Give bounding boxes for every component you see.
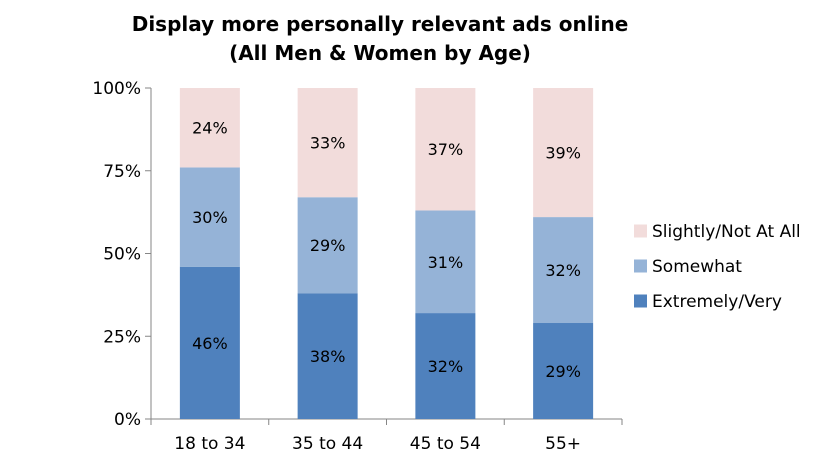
legend-label: Slightly/Not At All (652, 222, 801, 242)
bar-segment-somewhat (415, 210, 476, 314)
data-label: 46% (192, 334, 228, 353)
legend: Slightly/Not At All Somewhat Extremely/Ver… (634, 222, 801, 312)
bar-segment-extremely-very (533, 323, 594, 419)
x-tick-label: 35 to 44 (292, 434, 363, 454)
x-tick-label: 18 to 34 (174, 434, 245, 454)
data-label: 33% (310, 134, 346, 153)
chart-title: Display more personally relevant ads onl… (132, 12, 629, 36)
data-label: 38% (310, 347, 346, 366)
data-label: 29% (310, 236, 346, 255)
data-label: 32% (545, 261, 581, 280)
legend-label: Extremely/Very (652, 292, 782, 312)
bar-segment-slightly-not-at-all (179, 88, 240, 168)
bar-segment-extremely-very (179, 266, 240, 419)
legend-swatch (634, 294, 647, 308)
bar-segment-somewhat (297, 197, 358, 294)
legend-swatch (634, 224, 647, 238)
x-tick-label: 45 to 54 (410, 434, 481, 454)
x-tick-label: 55+ (545, 434, 581, 454)
bar-segment-slightly-not-at-all (415, 88, 476, 211)
bar-segment-slightly-not-at-all (297, 88, 358, 198)
bar-segment-somewhat (533, 217, 594, 324)
bar-segment-extremely-very (297, 293, 358, 419)
legend-label: Somewhat (652, 257, 742, 277)
chart-subtitle: (All Men & Women by Age) (229, 41, 531, 65)
y-tick-label: 50% (103, 245, 141, 265)
data-label: 32% (428, 357, 464, 376)
y-tick-label: 75% (103, 162, 141, 182)
y-tick-label: 25% (103, 327, 141, 347)
data-label: 29% (545, 362, 581, 381)
y-tick-label: 100% (92, 79, 141, 99)
data-label: 37% (428, 140, 464, 159)
bar-segment-slightly-not-at-all (533, 88, 594, 218)
data-label: 24% (192, 119, 228, 138)
bar-segment-somewhat (179, 167, 240, 267)
plot-area: 0% 25% 50% 75% 100% 46% 30% 24% 18 to 34 38% 29% 33… (92, 79, 623, 454)
y-tick-label: 0% (114, 410, 141, 430)
bar-segment-extremely-very (415, 313, 476, 419)
data-label: 30% (192, 208, 228, 227)
legend-swatch (634, 259, 647, 273)
data-label: 31% (428, 253, 464, 272)
data-label: 39% (545, 144, 581, 163)
